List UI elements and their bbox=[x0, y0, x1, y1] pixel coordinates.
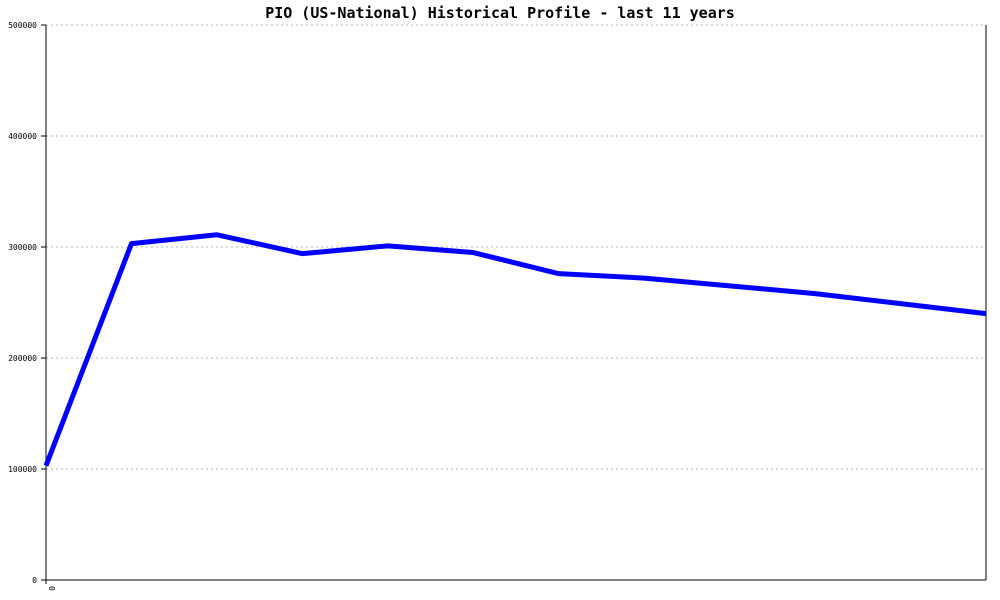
y-tick-label: 100000 bbox=[8, 465, 37, 474]
y-tick-label: 300000 bbox=[8, 243, 37, 252]
y-tick-label: 200000 bbox=[8, 354, 37, 363]
series-layer bbox=[43, 232, 987, 467]
y-tick-label: 400000 bbox=[8, 132, 37, 141]
y-tick-label: 500000 bbox=[8, 21, 37, 30]
series-line bbox=[43, 232, 987, 467]
chart-title: PIO (US-National) Historical Profile - l… bbox=[265, 4, 735, 22]
axes bbox=[41, 24, 987, 584]
y-tick-label: 0 bbox=[32, 576, 37, 585]
x-tick-label: 0 bbox=[47, 586, 56, 591]
grid-lines bbox=[46, 24, 986, 470]
tick-labels: 0 100000 200000 300000 400000 500000 0 bbox=[8, 21, 56, 591]
